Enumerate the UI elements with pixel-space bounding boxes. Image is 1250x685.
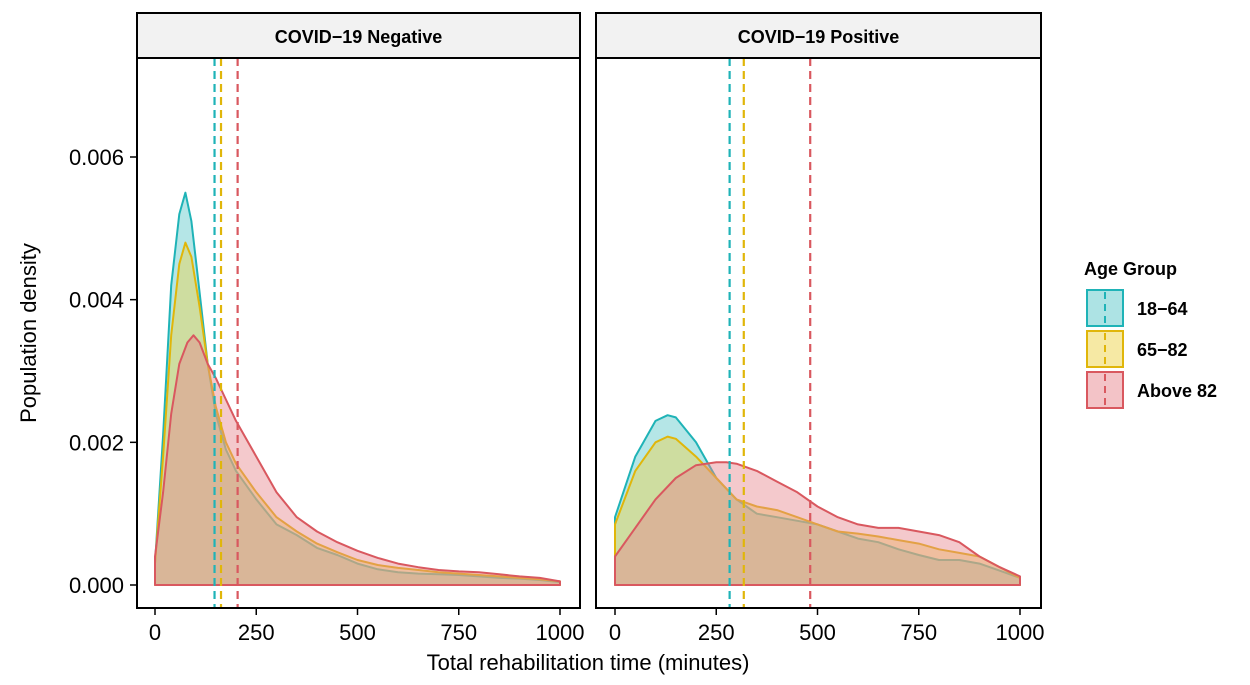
panel-covid-negative: COVID−19 Negative xyxy=(136,12,581,609)
plot-area xyxy=(154,58,561,608)
legend-label: 65−82 xyxy=(1137,340,1188,360)
x-axis-title: Total rehabilitation time (minutes) xyxy=(427,650,750,675)
x-tick-label: 1000 xyxy=(996,620,1045,645)
y-tick-label: 0.006 xyxy=(69,145,124,170)
panel-strip xyxy=(136,12,581,59)
panel-title: COVID−19 Negative xyxy=(275,27,443,47)
legend-item-65-82: 65−82 xyxy=(1086,330,1188,368)
legend: Age Group 18−64 65−82 Above 82 xyxy=(1084,259,1217,409)
panel-covid-positive: COVID−19 Positive xyxy=(595,12,1042,609)
x-tick-label: 250 xyxy=(238,620,275,645)
x-tick-label: 0 xyxy=(609,620,621,645)
x-axis-negative: 0 250 500 750 1000 xyxy=(149,608,585,645)
x-tick-label: 0 xyxy=(149,620,161,645)
y-axis-title: Population density xyxy=(16,243,41,423)
y-tick-label: 0.000 xyxy=(69,573,124,598)
density-area-18-64 xyxy=(154,191,561,586)
panel-title: COVID−19 Positive xyxy=(738,27,900,47)
x-tick-label: 1000 xyxy=(536,620,585,645)
panel-border xyxy=(595,57,1042,609)
density-area-above-82 xyxy=(614,461,1021,586)
x-axis-positive: 0 250 500 750 1000 xyxy=(609,608,1045,645)
legend-title: Age Group xyxy=(1084,259,1177,279)
legend-item-18-64: 18−64 xyxy=(1086,289,1188,327)
legend-label: Above 82 xyxy=(1137,381,1217,401)
y-tick-label: 0.002 xyxy=(69,430,124,455)
y-axis: 0.000 0.002 0.004 0.006 xyxy=(69,145,137,598)
density-area-above-82 xyxy=(154,334,561,586)
x-tick-label: 250 xyxy=(698,620,735,645)
y-tick-label: 0.004 xyxy=(69,288,124,313)
legend-item-above-82: Above 82 xyxy=(1086,371,1217,409)
x-tick-label: 750 xyxy=(440,620,477,645)
density-area-65-82 xyxy=(154,241,561,586)
legend-label: 18−64 xyxy=(1137,299,1188,319)
x-tick-label: 750 xyxy=(900,620,937,645)
x-tick-label: 500 xyxy=(339,620,376,645)
plot-area xyxy=(614,58,1021,608)
panel-strip xyxy=(595,12,1042,59)
x-tick-label: 500 xyxy=(799,620,836,645)
panel-border xyxy=(136,57,581,609)
